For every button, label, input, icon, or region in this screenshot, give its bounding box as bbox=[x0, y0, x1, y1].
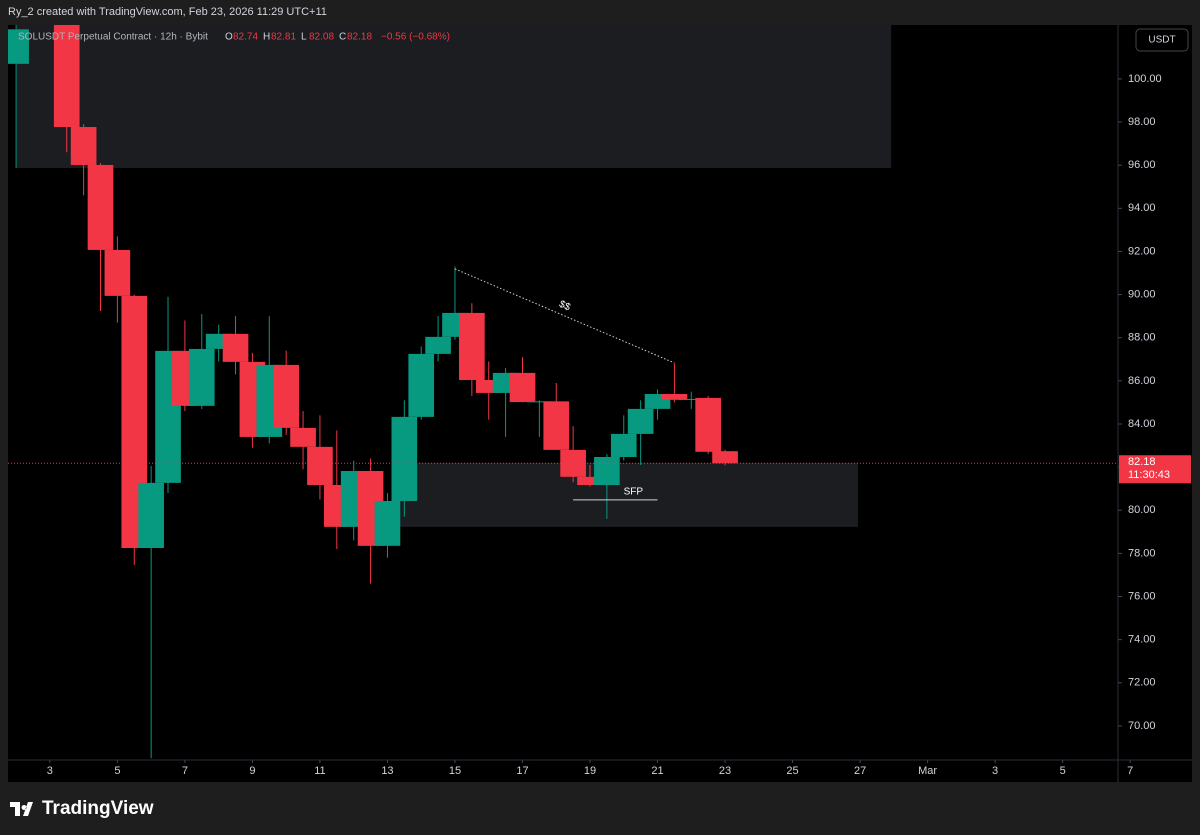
candle-body bbox=[425, 336, 451, 354]
ohlc-value: 82.08 bbox=[309, 32, 334, 43]
y-tick-label: 70.00 bbox=[1128, 720, 1156, 732]
ohlc-label: L bbox=[301, 32, 307, 43]
x-tick-label: 5 bbox=[114, 765, 120, 777]
candle-body bbox=[391, 416, 418, 501]
candle-body bbox=[594, 456, 620, 486]
ohlc-label: O bbox=[225, 32, 233, 43]
change: −0.56 (−0.68%) bbox=[381, 32, 450, 43]
candle-body bbox=[53, 25, 80, 128]
y-tick-label: 74.00 bbox=[1128, 634, 1156, 646]
candle-body bbox=[273, 364, 300, 428]
currency-button[interactable] bbox=[1135, 28, 1189, 52]
candle-body bbox=[104, 249, 131, 296]
x-tick-label: 25 bbox=[786, 765, 798, 777]
candle-body bbox=[509, 372, 536, 402]
candle-body bbox=[661, 394, 688, 400]
x-tick-label: 3 bbox=[47, 765, 53, 777]
candle-body bbox=[87, 164, 114, 250]
x-tick-label: 23 bbox=[719, 765, 731, 777]
candle-body bbox=[577, 476, 603, 486]
x-tick-label: 17 bbox=[516, 765, 528, 777]
x-tick-label: 11 bbox=[314, 765, 325, 777]
x-tick-label: 5 bbox=[1060, 765, 1066, 777]
candle-body bbox=[408, 353, 435, 417]
candle-body bbox=[222, 333, 249, 362]
price-axis bbox=[1118, 25, 1192, 760]
candle-body bbox=[459, 312, 485, 380]
candle-body bbox=[560, 449, 586, 477]
trendline-label: $$ bbox=[557, 299, 572, 314]
x-tick-label: 7 bbox=[1127, 765, 1133, 777]
logo-icon bbox=[10, 802, 33, 816]
currency[interactable]: USDT bbox=[1148, 35, 1175, 46]
zone bbox=[395, 462, 859, 527]
y-tick-label: 92.00 bbox=[1128, 245, 1156, 257]
x-tick-label: 7 bbox=[182, 765, 188, 777]
candle-body bbox=[188, 348, 215, 406]
y-tick-label: 84.00 bbox=[1128, 418, 1156, 430]
y-tick-label: 78.00 bbox=[1128, 547, 1156, 559]
candle-body bbox=[678, 398, 705, 400]
candle-body bbox=[712, 451, 738, 464]
y-tick-label: 88.00 bbox=[1128, 332, 1156, 344]
candle-body bbox=[290, 427, 316, 447]
y-tick-label: 100.00 bbox=[1128, 73, 1162, 85]
candle-body bbox=[307, 446, 333, 486]
y-tick-label: 86.00 bbox=[1128, 375, 1156, 387]
candle-body bbox=[627, 408, 654, 434]
trendline bbox=[454, 268, 675, 364]
candle-body bbox=[138, 482, 164, 548]
time-axis bbox=[8, 760, 1192, 782]
x-tick-label: 3 bbox=[992, 765, 998, 777]
y-tick-label: 72.00 bbox=[1128, 677, 1156, 689]
y-tick-label: 90.00 bbox=[1128, 288, 1156, 300]
y-tick-label: 96.00 bbox=[1128, 159, 1156, 171]
x-tick-label: Mar bbox=[918, 765, 937, 777]
logo: TradingView bbox=[10, 798, 154, 819]
candle-body bbox=[543, 401, 570, 450]
x-tick-label: 21 bbox=[651, 765, 663, 777]
sfp-label: SFP bbox=[624, 487, 644, 498]
axes: 70.0072.0074.0076.0078.0080.0082.0084.00… bbox=[47, 73, 1191, 777]
ohlc-label: C bbox=[339, 32, 346, 43]
x-tick-label: 19 bbox=[584, 765, 596, 777]
x-tick-label: 27 bbox=[854, 765, 866, 777]
symbol: SOLUSDT Perpetual Contract · 12h · Bybit bbox=[18, 32, 208, 43]
x-tick-label: 15 bbox=[449, 765, 461, 777]
y-tick-label: 94.00 bbox=[1128, 202, 1156, 214]
ohlc-label: H bbox=[263, 32, 270, 43]
candle-body bbox=[526, 401, 553, 403]
candle-body bbox=[8, 29, 29, 64]
y-tick-label: 98.00 bbox=[1128, 116, 1156, 128]
candle-body bbox=[70, 127, 97, 165]
candle-body bbox=[374, 500, 401, 546]
zone bbox=[16, 25, 892, 168]
candle-body bbox=[610, 433, 637, 457]
countdown: 11:30:43 bbox=[1128, 469, 1170, 481]
y-tick-label: 76.00 bbox=[1128, 590, 1156, 602]
ohlc-value: 82.74 bbox=[233, 32, 258, 43]
x-tick-label: 13 bbox=[381, 765, 393, 777]
y-tick-label: 80.00 bbox=[1128, 504, 1156, 516]
plot: $$ SFP bbox=[8, 25, 1118, 759]
candle-body bbox=[695, 397, 721, 452]
logo-text: TradingView bbox=[42, 798, 154, 819]
last-price: 82.18 bbox=[1128, 456, 1156, 468]
x-tick-label: 9 bbox=[249, 765, 255, 777]
ohlc-value: 82.81 bbox=[271, 32, 296, 43]
last-price-box bbox=[1119, 455, 1191, 484]
ohlc-value: 82.18 bbox=[347, 32, 372, 43]
caption: Ry_2 created with TradingView.com, Feb 2… bbox=[8, 6, 327, 18]
legend: SOLUSDT Perpetual Contract · 12h · Bybit… bbox=[18, 32, 450, 43]
